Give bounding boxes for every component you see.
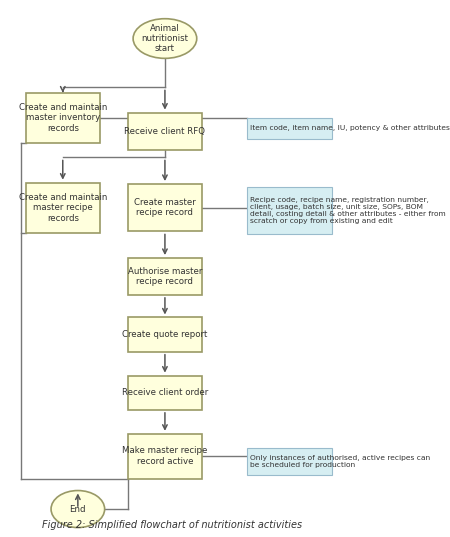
Text: Make master recipe
record active: Make master recipe record active bbox=[122, 446, 207, 466]
Text: Figure 2: Simplified flowchart of nutritionist activities: Figure 2: Simplified flowchart of nutrit… bbox=[41, 520, 302, 530]
FancyBboxPatch shape bbox=[247, 186, 333, 234]
FancyBboxPatch shape bbox=[128, 184, 202, 231]
FancyBboxPatch shape bbox=[128, 258, 202, 295]
Text: Create quote report: Create quote report bbox=[122, 330, 207, 339]
FancyBboxPatch shape bbox=[128, 375, 202, 410]
Text: Receive client order: Receive client order bbox=[122, 388, 208, 397]
Text: Create master
recipe record: Create master recipe record bbox=[134, 198, 196, 217]
FancyBboxPatch shape bbox=[26, 93, 99, 143]
Ellipse shape bbox=[133, 19, 197, 59]
Text: Authorise master
recipe record: Authorise master recipe record bbox=[128, 267, 202, 286]
FancyBboxPatch shape bbox=[128, 113, 202, 149]
FancyBboxPatch shape bbox=[247, 118, 333, 139]
Text: Only instances of authorised, active recipes can
be scheduled for production: Only instances of authorised, active rec… bbox=[250, 455, 430, 468]
Text: Recipe code, recipe name, registration number,
client, usage, batch size, unit s: Recipe code, recipe name, registration n… bbox=[250, 197, 446, 224]
Text: Receive client RFQ: Receive client RFQ bbox=[124, 127, 205, 135]
Ellipse shape bbox=[51, 490, 105, 527]
Text: Create and maintain
master inventory
records: Create and maintain master inventory rec… bbox=[18, 103, 107, 133]
Text: Create and maintain
master recipe
records: Create and maintain master recipe record… bbox=[18, 193, 107, 223]
FancyBboxPatch shape bbox=[26, 183, 99, 233]
Text: End: End bbox=[70, 505, 86, 513]
FancyBboxPatch shape bbox=[128, 317, 202, 352]
Text: Item code, item name, IU, potency & other attributes: Item code, item name, IU, potency & othe… bbox=[250, 126, 450, 132]
Text: Animal
nutritionist
start: Animal nutritionist start bbox=[141, 24, 189, 53]
FancyBboxPatch shape bbox=[247, 448, 333, 475]
FancyBboxPatch shape bbox=[128, 434, 202, 478]
